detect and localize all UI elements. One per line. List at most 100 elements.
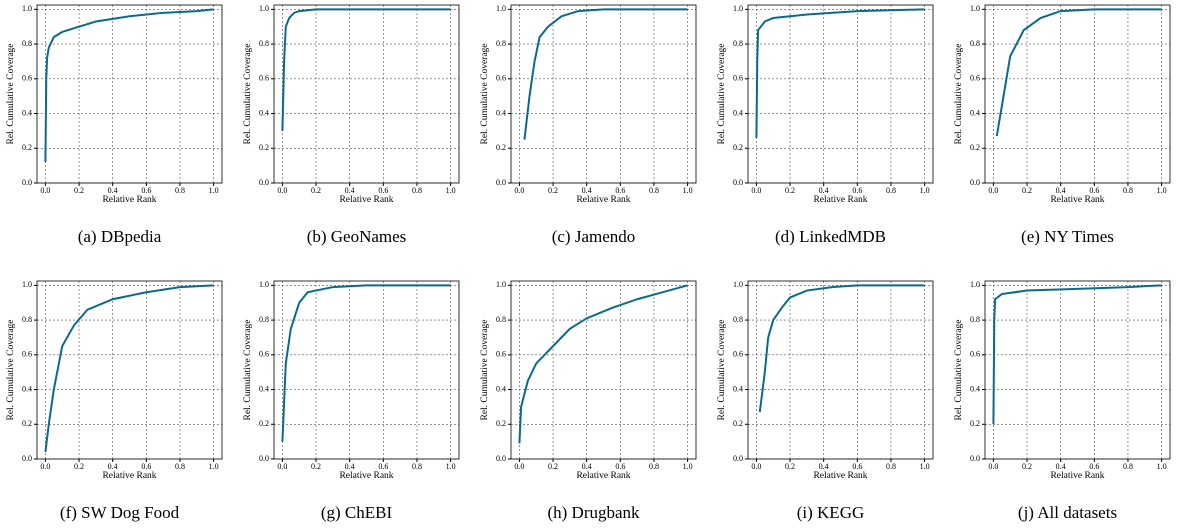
plot-frame: [510, 280, 697, 460]
y-tick-label: 1.0: [496, 280, 506, 289]
y-tick-label: 0.4: [496, 108, 506, 117]
y-tick-label: 0.6: [22, 350, 32, 359]
x-tick-label: 1.0: [1157, 186, 1167, 195]
x-tick-label: 0.2: [1022, 462, 1032, 471]
y-tick-label: 0.4: [259, 384, 269, 393]
plot-frame: [747, 4, 934, 184]
y-axis-label: Rel. Cumulative Coverage: [243, 43, 253, 144]
caption: (f) SW Dog Food: [60, 503, 180, 522]
y-tick-label: 0.8: [733, 39, 743, 48]
y-tick-label: 0.6: [970, 74, 980, 83]
y-tick-label: 0.0: [733, 178, 743, 187]
y-tick-label: 0.0: [259, 454, 269, 463]
y-axis-label: Rel. Cumulative Coverage: [717, 319, 727, 420]
x-tick-label: 0.8: [886, 462, 896, 471]
curve: [992, 284, 1162, 425]
x-tick-label: 1.0: [683, 462, 693, 471]
y-tick-label: 0.8: [970, 39, 980, 48]
y-tick-label: 0.4: [496, 384, 506, 393]
x-tick-label: 0.0: [277, 186, 287, 195]
x-axis-label: Relative Rank: [102, 471, 156, 481]
y-tick-label: 0.0: [259, 178, 269, 187]
y-tick-label: 0.6: [496, 74, 506, 83]
curve: [44, 8, 214, 163]
y-tick-label: 0.0: [496, 454, 506, 463]
x-tick-label: 0.8: [1123, 462, 1133, 471]
y-tick-label: 0.6: [22, 74, 32, 83]
y-axis-label: Rel. Cumulative Coverage: [6, 319, 16, 420]
plot-frame: [273, 4, 460, 184]
curve: [281, 284, 451, 442]
y-tick-label: 1.0: [733, 4, 743, 13]
x-tick-label: 0.0: [514, 186, 524, 195]
x-tick-label: 0.0: [514, 462, 524, 471]
x-tick-label: 0.4: [1056, 186, 1066, 195]
y-tick-label: 0.0: [970, 454, 980, 463]
y-tick-label: 0.2: [733, 419, 743, 428]
x-tick-label: 0.8: [175, 186, 185, 195]
curve: [44, 284, 214, 453]
x-tick-label: 0.2: [548, 462, 558, 471]
x-tick-label: 0.0: [988, 186, 998, 195]
curve: [281, 8, 451, 131]
x-tick-label: 1.0: [1157, 462, 1167, 471]
y-tick-label: 0.8: [733, 315, 743, 324]
x-tick-label: 0.4: [582, 186, 592, 195]
y-tick-label: 1.0: [970, 4, 980, 13]
x-tick-label: 0.0: [40, 462, 50, 471]
y-tick-label: 0.8: [259, 39, 269, 48]
x-tick-label: 0.0: [751, 186, 761, 195]
x-tick-label: 0.2: [785, 462, 795, 471]
x-axis-label: Relative Rank: [1050, 195, 1104, 205]
x-tick-label: 0.4: [819, 186, 829, 195]
x-axis-label: Relative Rank: [339, 471, 393, 481]
x-tick-label: 0.0: [277, 462, 287, 471]
y-tick-label: 1.0: [259, 4, 269, 13]
plot-frame: [984, 4, 1171, 184]
caption: (b) GeoNames: [307, 227, 407, 246]
x-tick-label: 1.0: [446, 186, 456, 195]
caption: (j) All datasets: [1018, 503, 1117, 522]
x-tick-label: 0.4: [108, 462, 118, 471]
x-tick-label: 0.0: [751, 462, 761, 471]
y-tick-label: 0.8: [259, 315, 269, 324]
y-tick-label: 0.2: [733, 143, 743, 152]
caption: (i) KEGG: [797, 503, 865, 522]
y-axis-label: Rel. Cumulative Coverage: [717, 43, 727, 144]
y-tick-label: 0.8: [22, 315, 32, 324]
x-tick-label: 0.8: [175, 462, 185, 471]
y-tick-label: 0.8: [970, 315, 980, 324]
curve: [523, 8, 688, 140]
y-tick-label: 0.2: [496, 419, 506, 428]
y-axis-label: Rel. Cumulative Coverage: [954, 43, 964, 144]
x-axis-label: Relative Rank: [1050, 471, 1104, 481]
x-tick-label: 0.6: [852, 462, 862, 471]
x-tick-label: 0.6: [141, 462, 151, 471]
y-tick-label: 0.4: [970, 384, 980, 393]
y-tick-label: 0.4: [733, 108, 743, 117]
y-tick-label: 0.8: [496, 39, 506, 48]
x-axis-label: Relative Rank: [576, 471, 630, 481]
x-tick-label: 0.6: [1089, 462, 1099, 471]
curve: [758, 284, 925, 413]
x-tick-label: 0.4: [819, 462, 829, 471]
x-axis-label: Relative Rank: [102, 195, 156, 205]
x-tick-label: 1.0: [920, 186, 930, 195]
y-axis-label: Rel. Cumulative Coverage: [243, 319, 253, 420]
y-axis-label: Rel. Cumulative Coverage: [6, 43, 16, 144]
x-tick-label: 0.0: [988, 462, 998, 471]
y-tick-label: 0.4: [22, 108, 32, 117]
y-tick-label: 1.0: [259, 280, 269, 289]
x-tick-label: 1.0: [446, 462, 456, 471]
y-tick-label: 0.2: [259, 419, 269, 428]
x-tick-label: 0.6: [615, 462, 625, 471]
x-tick-label: 0.4: [108, 186, 118, 195]
x-tick-label: 1.0: [920, 462, 930, 471]
plot-frame: [36, 4, 223, 184]
x-tick-label: 0.4: [1056, 462, 1066, 471]
y-tick-label: 0.6: [259, 350, 269, 359]
x-tick-label: 0.6: [1089, 186, 1099, 195]
y-tick-label: 0.0: [733, 454, 743, 463]
